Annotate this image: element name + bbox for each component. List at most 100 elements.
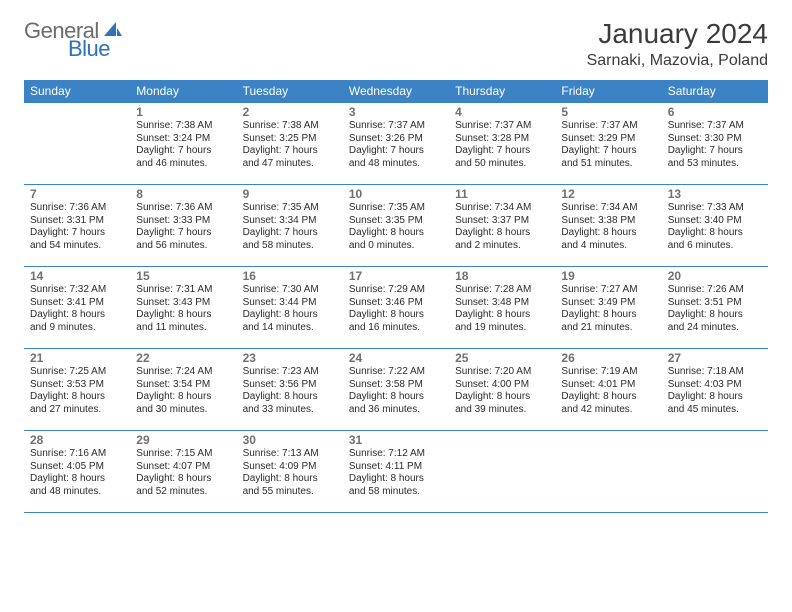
day-header-row: Sunday Monday Tuesday Wednesday Thursday… xyxy=(24,80,768,103)
day-info: Sunrise: 7:38 AMSunset: 3:25 PMDaylight:… xyxy=(243,120,337,170)
day-number: 12 xyxy=(561,187,655,201)
daylight-text: Daylight: 8 hours and 14 minutes. xyxy=(243,309,337,334)
sunrise-text: Sunrise: 7:13 AM xyxy=(243,448,337,461)
sunset-text: Sunset: 3:26 PM xyxy=(349,133,443,146)
day-header: Tuesday xyxy=(237,80,343,103)
day-number: 10 xyxy=(349,187,443,201)
sunrise-text: Sunrise: 7:34 AM xyxy=(561,202,655,215)
daylight-text: Daylight: 8 hours and 24 minutes. xyxy=(668,309,762,334)
day-header: Saturday xyxy=(662,80,768,103)
day-info: Sunrise: 7:30 AMSunset: 3:44 PMDaylight:… xyxy=(243,284,337,334)
sunrise-text: Sunrise: 7:25 AM xyxy=(30,366,124,379)
calendar-day-cell: 27Sunrise: 7:18 AMSunset: 4:03 PMDayligh… xyxy=(662,349,768,431)
sunrise-text: Sunrise: 7:31 AM xyxy=(136,284,230,297)
sunset-text: Sunset: 4:11 PM xyxy=(349,461,443,474)
day-info: Sunrise: 7:36 AMSunset: 3:33 PMDaylight:… xyxy=(136,202,230,252)
calendar-day-cell: 15Sunrise: 7:31 AMSunset: 3:43 PMDayligh… xyxy=(130,267,236,349)
day-info: Sunrise: 7:37 AMSunset: 3:29 PMDaylight:… xyxy=(561,120,655,170)
calendar-day-cell: 1Sunrise: 7:38 AMSunset: 3:24 PMDaylight… xyxy=(130,103,236,185)
day-number: 23 xyxy=(243,351,337,365)
day-info: Sunrise: 7:35 AMSunset: 3:34 PMDaylight:… xyxy=(243,202,337,252)
header: General Blue January 2024 Sarnaki, Mazov… xyxy=(24,18,768,70)
daylight-text: Daylight: 8 hours and 21 minutes. xyxy=(561,309,655,334)
day-header: Thursday xyxy=(449,80,555,103)
daylight-text: Daylight: 7 hours and 58 minutes. xyxy=(243,227,337,252)
day-header: Sunday xyxy=(24,80,130,103)
sunrise-text: Sunrise: 7:38 AM xyxy=(243,120,337,133)
day-info: Sunrise: 7:33 AMSunset: 3:40 PMDaylight:… xyxy=(668,202,762,252)
sunset-text: Sunset: 4:00 PM xyxy=(455,379,549,392)
sunset-text: Sunset: 3:56 PM xyxy=(243,379,337,392)
sunset-text: Sunset: 3:29 PM xyxy=(561,133,655,146)
day-info: Sunrise: 7:19 AMSunset: 4:01 PMDaylight:… xyxy=(561,366,655,416)
day-info: Sunrise: 7:15 AMSunset: 4:07 PMDaylight:… xyxy=(136,448,230,498)
day-info: Sunrise: 7:34 AMSunset: 3:38 PMDaylight:… xyxy=(561,202,655,252)
day-info: Sunrise: 7:34 AMSunset: 3:37 PMDaylight:… xyxy=(455,202,549,252)
calendar-day-cell: 20Sunrise: 7:26 AMSunset: 3:51 PMDayligh… xyxy=(662,267,768,349)
logo: General Blue xyxy=(24,18,144,60)
daylight-text: Daylight: 8 hours and 58 minutes. xyxy=(349,473,443,498)
day-number: 3 xyxy=(349,105,443,119)
day-number: 19 xyxy=(561,269,655,283)
logo-text-blue: Blue xyxy=(68,36,110,62)
sunrise-text: Sunrise: 7:15 AM xyxy=(136,448,230,461)
day-info: Sunrise: 7:16 AMSunset: 4:05 PMDaylight:… xyxy=(30,448,124,498)
daylight-text: Daylight: 8 hours and 52 minutes. xyxy=(136,473,230,498)
sunrise-text: Sunrise: 7:24 AM xyxy=(136,366,230,379)
sunrise-text: Sunrise: 7:23 AM xyxy=(243,366,337,379)
day-number: 21 xyxy=(30,351,124,365)
day-info: Sunrise: 7:22 AMSunset: 3:58 PMDaylight:… xyxy=(349,366,443,416)
calendar-day-cell: 9Sunrise: 7:35 AMSunset: 3:34 PMDaylight… xyxy=(237,185,343,267)
sunrise-text: Sunrise: 7:36 AM xyxy=(30,202,124,215)
day-number: 4 xyxy=(455,105,549,119)
calendar-day-cell xyxy=(662,431,768,513)
daylight-text: Daylight: 7 hours and 47 minutes. xyxy=(243,145,337,170)
sunset-text: Sunset: 3:48 PM xyxy=(455,297,549,310)
day-number: 7 xyxy=(30,187,124,201)
calendar-day-cell: 6Sunrise: 7:37 AMSunset: 3:30 PMDaylight… xyxy=(662,103,768,185)
day-info: Sunrise: 7:37 AMSunset: 3:30 PMDaylight:… xyxy=(668,120,762,170)
day-number: 31 xyxy=(349,433,443,447)
daylight-text: Daylight: 8 hours and 0 minutes. xyxy=(349,227,443,252)
sunset-text: Sunset: 3:41 PM xyxy=(30,297,124,310)
location-label: Sarnaki, Mazovia, Poland xyxy=(587,52,768,70)
day-info: Sunrise: 7:27 AMSunset: 3:49 PMDaylight:… xyxy=(561,284,655,334)
sunrise-text: Sunrise: 7:35 AM xyxy=(243,202,337,215)
calendar-day-cell: 16Sunrise: 7:30 AMSunset: 3:44 PMDayligh… xyxy=(237,267,343,349)
calendar-table: Sunday Monday Tuesday Wednesday Thursday… xyxy=(24,80,768,513)
daylight-text: Daylight: 7 hours and 50 minutes. xyxy=(455,145,549,170)
calendar-day-cell: 31Sunrise: 7:12 AMSunset: 4:11 PMDayligh… xyxy=(343,431,449,513)
day-info: Sunrise: 7:20 AMSunset: 4:00 PMDaylight:… xyxy=(455,366,549,416)
calendar-day-cell: 30Sunrise: 7:13 AMSunset: 4:09 PMDayligh… xyxy=(237,431,343,513)
sunset-text: Sunset: 3:44 PM xyxy=(243,297,337,310)
daylight-text: Daylight: 8 hours and 55 minutes. xyxy=(243,473,337,498)
day-number: 6 xyxy=(668,105,762,119)
calendar-week-row: 1Sunrise: 7:38 AMSunset: 3:24 PMDaylight… xyxy=(24,103,768,185)
daylight-text: Daylight: 7 hours and 53 minutes. xyxy=(668,145,762,170)
sunset-text: Sunset: 4:03 PM xyxy=(668,379,762,392)
sunrise-text: Sunrise: 7:38 AM xyxy=(136,120,230,133)
day-number: 16 xyxy=(243,269,337,283)
calendar-day-cell: 11Sunrise: 7:34 AMSunset: 3:37 PMDayligh… xyxy=(449,185,555,267)
sunrise-text: Sunrise: 7:28 AM xyxy=(455,284,549,297)
day-number: 22 xyxy=(136,351,230,365)
day-number: 18 xyxy=(455,269,549,283)
sunset-text: Sunset: 3:34 PM xyxy=(243,215,337,228)
sunrise-text: Sunrise: 7:22 AM xyxy=(349,366,443,379)
day-header: Wednesday xyxy=(343,80,449,103)
day-info: Sunrise: 7:25 AMSunset: 3:53 PMDaylight:… xyxy=(30,366,124,416)
calendar-day-cell: 10Sunrise: 7:35 AMSunset: 3:35 PMDayligh… xyxy=(343,185,449,267)
daylight-text: Daylight: 8 hours and 30 minutes. xyxy=(136,391,230,416)
sunset-text: Sunset: 3:58 PM xyxy=(349,379,443,392)
sunset-text: Sunset: 4:09 PM xyxy=(243,461,337,474)
sunset-text: Sunset: 3:37 PM xyxy=(455,215,549,228)
sunset-text: Sunset: 3:54 PM xyxy=(136,379,230,392)
sunrise-text: Sunrise: 7:36 AM xyxy=(136,202,230,215)
sunrise-text: Sunrise: 7:29 AM xyxy=(349,284,443,297)
title-block: January 2024 Sarnaki, Mazovia, Poland xyxy=(587,18,768,70)
day-number: 8 xyxy=(136,187,230,201)
sunset-text: Sunset: 3:49 PM xyxy=(561,297,655,310)
sunrise-text: Sunrise: 7:30 AM xyxy=(243,284,337,297)
calendar-day-cell: 18Sunrise: 7:28 AMSunset: 3:48 PMDayligh… xyxy=(449,267,555,349)
sunset-text: Sunset: 3:46 PM xyxy=(349,297,443,310)
